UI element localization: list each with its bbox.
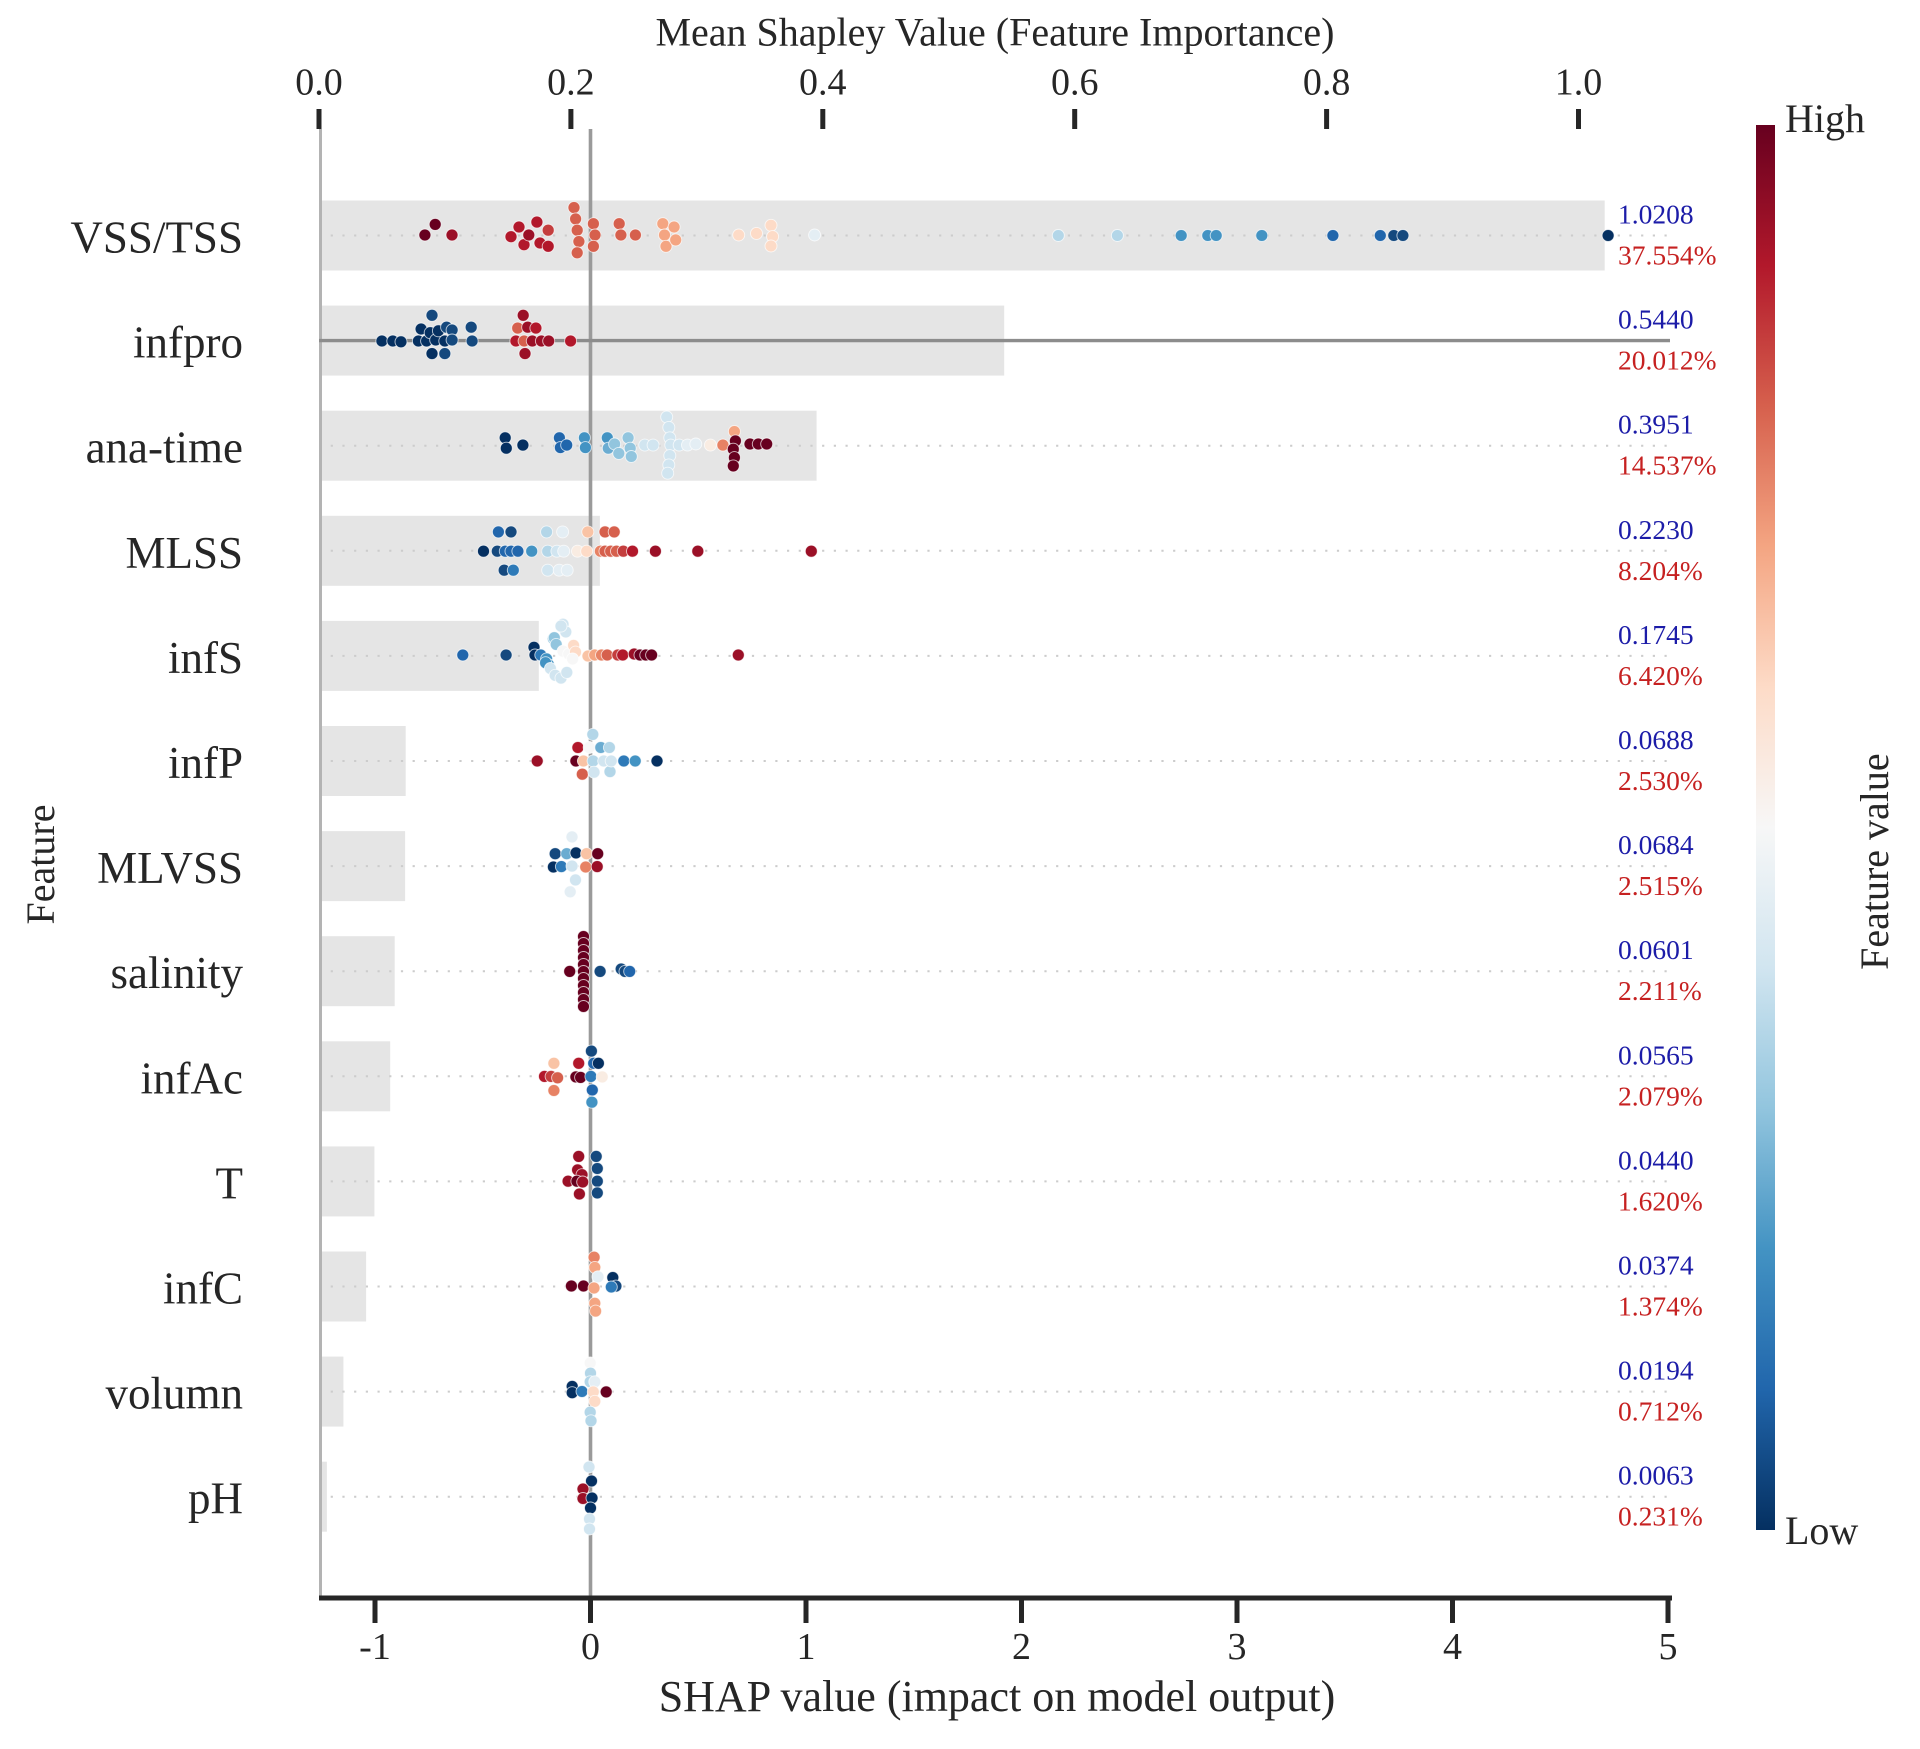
svg-text:0.712%: 0.712% bbox=[1618, 1396, 1703, 1427]
svg-text:2.211%: 2.211% bbox=[1618, 975, 1702, 1006]
svg-text:salinity: salinity bbox=[111, 948, 244, 998]
svg-text:High: High bbox=[1785, 96, 1865, 141]
svg-text:pH: pH bbox=[188, 1474, 243, 1524]
svg-text:1.0208: 1.0208 bbox=[1618, 199, 1694, 230]
svg-text:0.4: 0.4 bbox=[799, 62, 847, 104]
svg-text:Low: Low bbox=[1785, 1508, 1858, 1553]
svg-text:0.0374: 0.0374 bbox=[1618, 1250, 1694, 1281]
svg-text:0.1745: 0.1745 bbox=[1618, 619, 1694, 650]
svg-text:0.0601: 0.0601 bbox=[1618, 934, 1694, 965]
svg-text:8.204%: 8.204% bbox=[1618, 555, 1703, 586]
svg-text:MLVSS: MLVSS bbox=[97, 843, 243, 893]
svg-text:0.0194: 0.0194 bbox=[1618, 1355, 1694, 1386]
svg-text:0.0684: 0.0684 bbox=[1618, 829, 1694, 860]
svg-text:1.374%: 1.374% bbox=[1618, 1291, 1703, 1322]
svg-text:T: T bbox=[216, 1158, 244, 1208]
svg-text:infS: infS bbox=[168, 633, 243, 683]
svg-text:infC: infC bbox=[163, 1264, 243, 1314]
svg-text:37.554%: 37.554% bbox=[1618, 240, 1717, 271]
svg-text:0.0565: 0.0565 bbox=[1618, 1039, 1694, 1070]
svg-text:Feature: Feature bbox=[18, 805, 63, 925]
svg-text:VSS/TSS: VSS/TSS bbox=[70, 213, 243, 263]
svg-text:1.0: 1.0 bbox=[1555, 62, 1603, 104]
svg-text:0: 0 bbox=[581, 1626, 600, 1668]
svg-text:-1: -1 bbox=[359, 1626, 391, 1668]
svg-text:4: 4 bbox=[1443, 1626, 1462, 1668]
svg-text:2: 2 bbox=[1012, 1626, 1031, 1668]
svg-text:0.2: 0.2 bbox=[547, 62, 595, 104]
svg-text:2.530%: 2.530% bbox=[1618, 765, 1703, 796]
svg-text:6.420%: 6.420% bbox=[1618, 660, 1703, 691]
svg-text:0.0688: 0.0688 bbox=[1618, 724, 1694, 755]
svg-text:14.537%: 14.537% bbox=[1618, 450, 1717, 481]
svg-text:MLSS: MLSS bbox=[125, 528, 243, 578]
svg-text:0.0: 0.0 bbox=[295, 62, 343, 104]
svg-text:3: 3 bbox=[1228, 1626, 1247, 1668]
svg-text:Mean Shapley Value (Feature Im: Mean Shapley Value (Feature Importance) bbox=[655, 10, 1334, 55]
svg-text:Feature value: Feature value bbox=[1852, 753, 1897, 970]
svg-text:2.515%: 2.515% bbox=[1618, 870, 1703, 901]
svg-text:0.0063: 0.0063 bbox=[1618, 1460, 1694, 1491]
svg-text:infpro: infpro bbox=[133, 318, 243, 368]
svg-text:0.5440: 0.5440 bbox=[1618, 304, 1694, 335]
svg-text:1: 1 bbox=[797, 1626, 816, 1668]
svg-text:0.2230: 0.2230 bbox=[1618, 514, 1694, 545]
svg-text:infP: infP bbox=[168, 738, 243, 788]
svg-text:ana-time: ana-time bbox=[86, 423, 243, 473]
svg-text:0.0440: 0.0440 bbox=[1618, 1144, 1694, 1175]
svg-text:0.8: 0.8 bbox=[1303, 62, 1351, 104]
svg-text:SHAP value (impact on model ou: SHAP value (impact on model output) bbox=[659, 1672, 1336, 1721]
svg-text:infAc: infAc bbox=[141, 1053, 243, 1103]
svg-text:2.079%: 2.079% bbox=[1618, 1080, 1703, 1111]
svg-text:20.012%: 20.012% bbox=[1618, 345, 1717, 376]
svg-text:volumn: volumn bbox=[105, 1369, 243, 1419]
svg-text:0.6: 0.6 bbox=[1051, 62, 1099, 104]
svg-text:1.620%: 1.620% bbox=[1618, 1185, 1703, 1216]
svg-text:5: 5 bbox=[1659, 1626, 1678, 1668]
svg-text:0.3951: 0.3951 bbox=[1618, 409, 1694, 440]
svg-text:0.231%: 0.231% bbox=[1618, 1501, 1703, 1532]
